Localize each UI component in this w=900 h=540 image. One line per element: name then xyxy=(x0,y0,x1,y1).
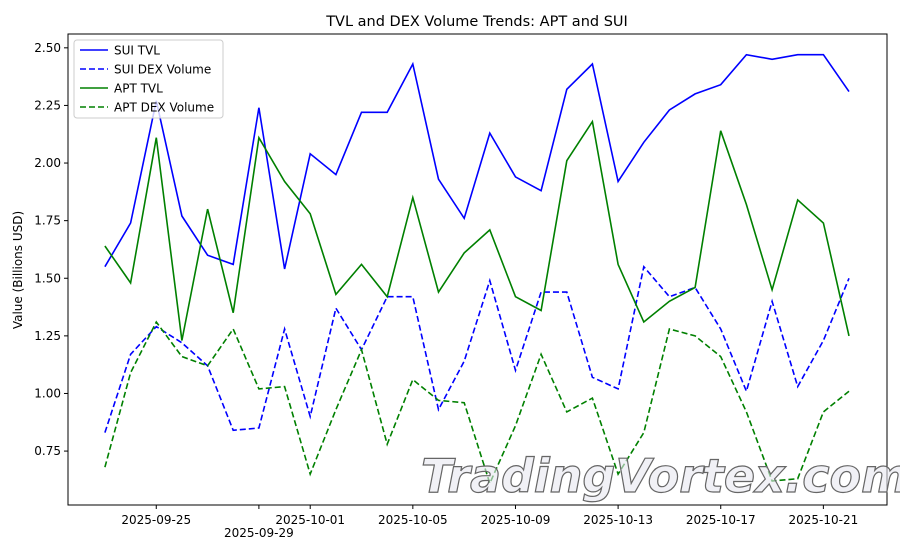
series-line-apt-tvl xyxy=(104,119,850,341)
legend-label: APT DEX Volume xyxy=(114,101,214,115)
x-tick-label: 2025-10-17 xyxy=(686,513,756,527)
series-line-apt-dex-volume xyxy=(104,320,850,486)
legend: SUI TVL SUI DEX Volume APT TVL APT DEX Volu… xyxy=(73,39,224,119)
y-tick-label: 2.50 xyxy=(34,41,61,55)
y-tick-label: 1.25 xyxy=(34,329,61,343)
legend-label: SUI TVL xyxy=(114,44,160,58)
x-tick-label: 2025-10-01 xyxy=(275,513,345,527)
plot-frame xyxy=(67,33,888,506)
y-tick-label: 1.75 xyxy=(34,214,61,228)
x-tick-label: 2025-10-09 xyxy=(481,513,551,527)
y-axis-label: Value (Billions USD) xyxy=(11,211,25,329)
x-tick-label: 2025-09-25 xyxy=(121,513,191,527)
x-tick-label: 2025-09-29 xyxy=(224,526,294,540)
series-line-sui-dex-volume xyxy=(104,264,850,433)
y-tick-label: 2.25 xyxy=(34,98,61,112)
legend-box xyxy=(73,39,224,119)
legend-label: APT TVL xyxy=(114,82,163,96)
legend-label: SUI DEX Volume xyxy=(114,63,211,77)
x-tick-label: 2025-10-21 xyxy=(788,513,858,527)
watermark: TradingVortex.com xyxy=(421,449,900,503)
y-tick-label: 1.00 xyxy=(34,386,61,400)
chart-title: TVL and DEX Volume Trends: APT and SUI xyxy=(325,14,628,30)
y-tick-label: 0.75 xyxy=(34,444,61,458)
y-tick-label: 1.50 xyxy=(34,271,61,285)
x-tick-label: 2025-10-13 xyxy=(583,513,653,527)
x-tick-label: 2025-10-05 xyxy=(378,513,448,527)
y-tick-label: 2.00 xyxy=(34,156,61,170)
series-line-sui-tvl xyxy=(104,53,850,270)
